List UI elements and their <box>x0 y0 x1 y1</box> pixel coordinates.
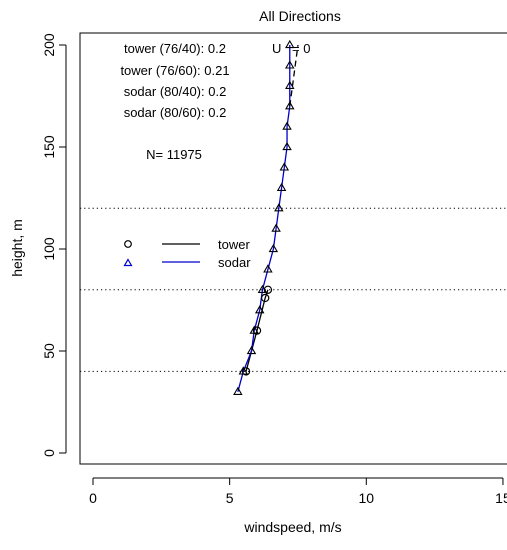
extrapolation-line <box>289 44 299 107</box>
annotation-sodar-80-60: sodar (80/60): 0.2 <box>124 105 227 120</box>
y-tick-label: 150 <box>41 135 57 159</box>
sodar-point <box>285 39 295 49</box>
chart-title: All Directions <box>259 8 341 24</box>
x-tick-label: 15 <box>495 490 507 506</box>
sodar-point <box>285 60 295 69</box>
y-tick-label: 50 <box>41 343 57 359</box>
y-axis-label: height, m <box>9 219 25 277</box>
sodar-point <box>285 80 295 89</box>
u-value: = 0 <box>292 41 310 56</box>
legend-sodar-marker <box>123 258 133 267</box>
sodar-point <box>271 223 281 232</box>
y-axis: 0 50 100 150 200 <box>41 33 67 457</box>
sodar-point <box>279 162 290 171</box>
y-tick-label: 200 <box>41 33 57 57</box>
sodar-point <box>268 243 279 253</box>
legend-tower-label: tower <box>218 237 250 252</box>
y-tick-label: 0 <box>41 449 57 457</box>
x-axis: 0 5 10 15 <box>89 477 507 506</box>
annotation-sample-count: N= 11975 <box>146 147 202 162</box>
sodar-point <box>276 182 287 191</box>
sodar-point <box>257 284 268 293</box>
tower-point <box>252 326 262 335</box>
annotation-tower-76-60: tower (76/60): 0.21 <box>120 63 229 78</box>
legend-sodar-label: sodar <box>218 255 251 270</box>
annotation-sodar-80-40: sodar (80/40): 0.2 <box>124 84 227 99</box>
sodar-point <box>249 325 259 334</box>
u-label: U <box>272 41 281 56</box>
tower-point <box>260 293 270 303</box>
x-tick-label: 10 <box>359 490 375 506</box>
x-axis-label: windspeed, m/s <box>243 519 341 535</box>
sodar-point <box>254 305 265 314</box>
tower-point <box>241 367 251 376</box>
x-tick-label: 0 <box>89 490 97 506</box>
x-tick-label: 5 <box>226 490 234 506</box>
data-markers <box>233 39 295 395</box>
stats-annotations: tower (76/40): 0.2 tower (76/60): 0.21 s… <box>120 41 229 162</box>
legend: tower sodar <box>123 237 251 270</box>
reference-lines <box>80 207 507 372</box>
sodar-point <box>274 203 284 212</box>
plot-frame <box>79 32 507 465</box>
sodar-point <box>238 366 249 375</box>
legend-tower-marker <box>124 240 132 248</box>
sodar-point <box>285 101 295 110</box>
annotation-tower-76-40: tower (76/40): 0.2 <box>124 41 226 56</box>
sodar-point <box>263 264 273 273</box>
sodar-point <box>233 386 243 395</box>
sodar-point <box>246 345 257 355</box>
sodar-point <box>282 141 292 151</box>
y-tick-label: 100 <box>41 237 57 261</box>
u-annotation: U = 0 <box>272 41 310 56</box>
sodar-point <box>282 121 292 130</box>
